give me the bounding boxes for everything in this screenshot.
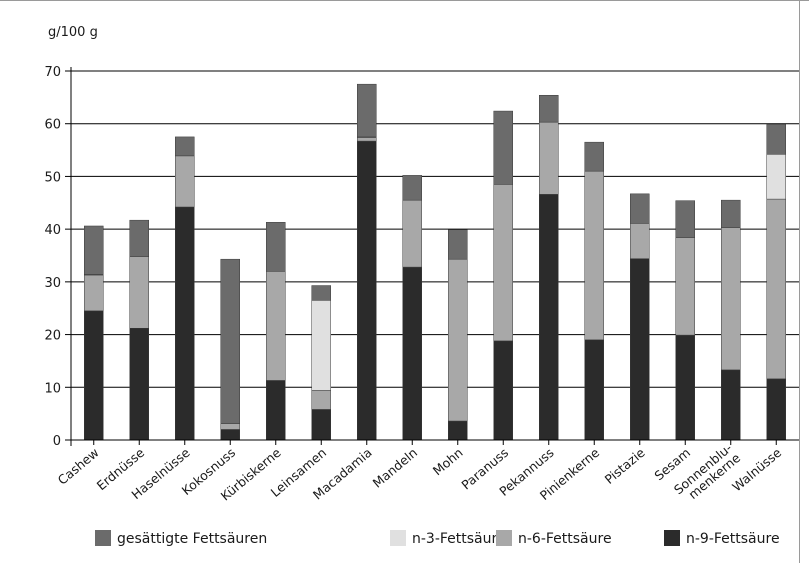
bar-segment-14-n-9-fetts-ure xyxy=(675,334,695,441)
y-tick-label-0: 0 xyxy=(53,434,61,449)
bar-segment-13-n-6-fetts-ure xyxy=(630,223,650,259)
bar-segment-4-n-6-fetts-ure xyxy=(220,423,240,430)
bar-segment-11-n-9-fetts-ure xyxy=(539,194,559,441)
bar-segment-16-n-9-fetts-ure xyxy=(766,378,786,441)
legend-label-1: gesättigte Fettsäuren xyxy=(117,531,267,547)
bar-segment-7-ges-ttigte-fetts-uren xyxy=(357,83,377,138)
bar-segment-8-n-6-fetts-ure xyxy=(402,199,422,268)
bar-segment-10-n-6-fetts-ure xyxy=(493,184,513,342)
legend-swatch-4 xyxy=(664,530,680,546)
legend-swatch-1 xyxy=(95,530,111,546)
bar-segment-13-n-9-fetts-ure xyxy=(630,258,650,441)
bar-segment-10-ges-ttigte-fetts-uren xyxy=(493,110,513,185)
legend-swatch-3 xyxy=(496,530,512,546)
x-tick-labels: CashewErdnüsseHaselnüsseKokosnussKürbisk… xyxy=(55,440,785,503)
bar-segment-7-n-9-fetts-ure xyxy=(357,140,377,441)
bar-segment-13-ges-ttigte-fetts-uren xyxy=(630,193,650,224)
bar-segment-16-ges-ttigte-fetts-uren xyxy=(766,123,786,155)
bar-segment-14-ges-ttigte-fetts-uren xyxy=(675,200,695,238)
y-tick-label-10: 10 xyxy=(44,381,61,396)
y-tick-label-70: 70 xyxy=(44,65,61,80)
bar-segment-4-n-9-fetts-ure xyxy=(220,429,240,441)
legend-label-3: n-6-Fettsäure xyxy=(518,531,612,547)
bar-segment-2-ges-ttigte-fetts-uren xyxy=(129,219,149,257)
legend-label-4: n-9-Fettsäure xyxy=(686,531,780,547)
bar-segment-12-n-6-fetts-ure xyxy=(584,170,604,341)
y-tick-label-30: 30 xyxy=(44,276,61,291)
legend: gesättigte Fettsäuren n-3-Fettsäure n-6-Fe… xyxy=(95,530,780,547)
bar-segment-2-n-6-fetts-ure xyxy=(129,256,149,329)
bar-segment-6-n-3-fetts-ure xyxy=(311,300,331,391)
axes: 0 10 20 30 40 50 60 70 xyxy=(44,65,799,449)
bar-segment-6-n-9-fetts-ure xyxy=(311,409,331,441)
x-tick-label-13: Pistazie xyxy=(602,445,648,487)
bar-segment-6-ges-ttigte-fetts-uren xyxy=(311,285,331,301)
bar-segment-1-n-9-fetts-ure xyxy=(84,310,104,441)
bar-segment-5-n-6-fetts-ure xyxy=(266,271,286,381)
bar-segment-16-n-6-fetts-ure xyxy=(766,198,786,380)
bar-segment-5-ges-ttigte-fetts-uren xyxy=(266,222,286,272)
x-tick-label-16: Walnüsse xyxy=(729,445,784,495)
bar-segment-8-n-9-fetts-ure xyxy=(402,266,422,441)
bar-segment-5-n-9-fetts-ure xyxy=(266,380,286,441)
x-tick-label-9: Mohn xyxy=(430,445,466,479)
y-tick-label-40: 40 xyxy=(44,223,61,238)
bar-segment-3-n-9-fetts-ure xyxy=(175,206,195,441)
bar-segment-11-ges-ttigte-fetts-uren xyxy=(539,94,559,123)
legend-swatch-2 xyxy=(390,530,406,546)
legend-label-2: n-3-Fettsäure xyxy=(412,531,506,547)
bar-segment-12-n-9-fetts-ure xyxy=(584,339,604,441)
bar-segment-9-n-6-fetts-ure xyxy=(448,258,468,422)
y-axis-label: g/100 g xyxy=(48,25,98,40)
y-tick-label-20: 20 xyxy=(44,329,61,344)
bar-segment-15-n-6-fetts-ure xyxy=(721,227,741,371)
x-tick-label-8: Mandeln xyxy=(370,445,421,491)
bar-segment-15-n-9-fetts-ure xyxy=(721,369,741,441)
bar-segment-10-n-9-fetts-ure xyxy=(493,340,513,441)
bar-segment-8-ges-ttigte-fetts-uren xyxy=(402,175,422,201)
bar-segment-1-n-6-fetts-ure xyxy=(84,274,104,312)
bar-segment-2-n-9-fetts-ure xyxy=(129,327,149,441)
bar-segment-11-n-6-fetts-ure xyxy=(539,121,559,195)
bar-segment-9-n-9-fetts-ure xyxy=(448,420,468,441)
bar-segment-3-n-6-fetts-ure xyxy=(175,155,195,208)
bar-segment-1-ges-ttigte-fetts-uren xyxy=(84,225,104,275)
bar-segment-4-ges-ttigte-fetts-uren xyxy=(220,258,240,424)
bar-segment-14-n-6-fetts-ure xyxy=(675,237,695,336)
bars xyxy=(84,83,786,441)
bar-segment-6-n-6-fetts-ure xyxy=(311,390,331,410)
y-tick-label-50: 50 xyxy=(44,170,61,185)
bar-segment-15-ges-ttigte-fetts-uren xyxy=(721,199,741,228)
bar-segment-9-ges-ttigte-fetts-uren xyxy=(448,229,468,260)
bar-segment-12-ges-ttigte-fetts-uren xyxy=(584,141,604,172)
bar-segment-3-ges-ttigte-fetts-uren xyxy=(175,136,195,157)
bar-segment-16-n-3-fetts-ure xyxy=(766,154,786,200)
y-tick-label-60: 60 xyxy=(44,118,61,133)
bar-segment-7-n-6-fetts-ure xyxy=(357,137,377,142)
